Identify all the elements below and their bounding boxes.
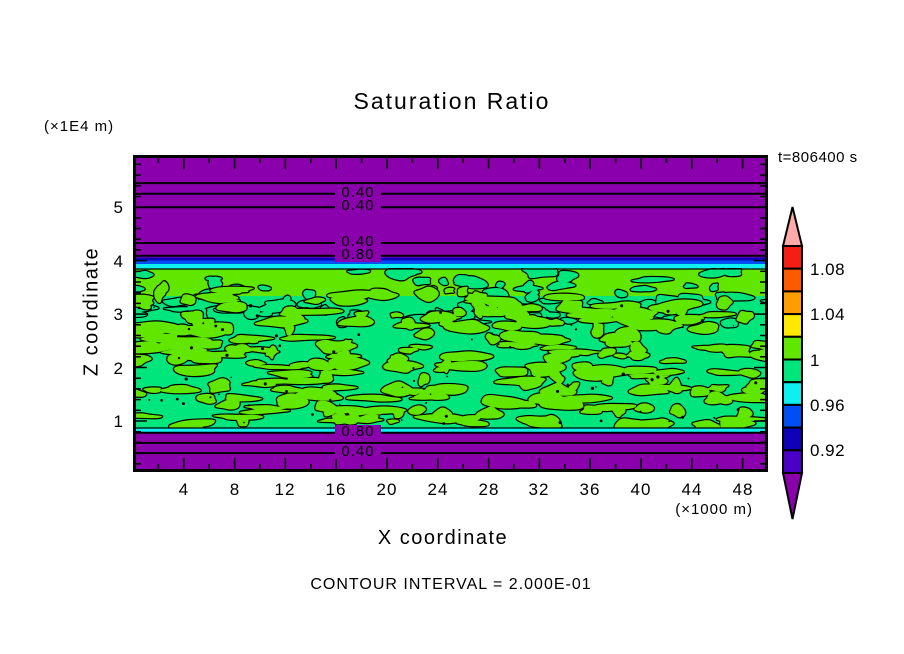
y-tick-label: 4 [113,252,123,271]
x-axis-unit-label: (×1000 m) [675,501,753,518]
contour-value-label: 0.40 [335,198,381,213]
x-tick-label: 12 [274,480,296,499]
x-tick-label: 40 [630,480,652,499]
x-tick-label: 32 [528,480,550,499]
plot-area: 0.40 0.40 0.40 0.80 0.80 0.40 [133,155,768,472]
contour-value-label: 0.40 [335,185,381,200]
x-tick-label: 8 [229,480,241,499]
y-tick-label: 1 [113,412,123,431]
contour-interval-label: CONTOUR INTERVAL = 2.000E-01 [310,576,592,593]
plot-title: Saturation Ratio [353,88,551,114]
contour-value-label: 0.40 [335,444,381,459]
time-stamp-label: t=806400 s [778,149,858,166]
x-tick-label: 24 [427,480,449,499]
colorbar-svg [781,206,804,520]
x-tick-label: 36 [579,480,601,499]
x-tick-label: 48 [732,480,754,499]
x-tick-label: 4 [178,480,190,499]
y-tick-label: 3 [113,305,123,324]
contour-value-label: 0.80 [335,424,381,439]
contour-value-label: 0.80 [335,247,381,262]
y-axis-unit-label: (×1E4 m) [44,118,115,135]
contour-field-svg [133,155,768,472]
colorbar-tick-label: 0.96 [810,396,846,415]
colorbar-tick-label: 1.04 [810,305,846,324]
colorbar-tick-label: 1.08 [810,260,846,279]
x-tick-label: 20 [376,480,398,499]
x-tick-label: 16 [325,480,347,499]
x-tick-label: 28 [478,480,500,499]
y-tick-label: 2 [113,359,123,378]
contour-value-label: 0.40 [335,234,381,249]
x-axis-title: X coordinate [377,527,509,549]
colorbar-tick-label: 0.92 [810,441,846,460]
y-tick-label: 5 [113,198,123,217]
colorbar-tick-label: 1 [810,351,820,370]
colorbar [781,205,805,521]
x-tick-label: 44 [681,480,703,499]
